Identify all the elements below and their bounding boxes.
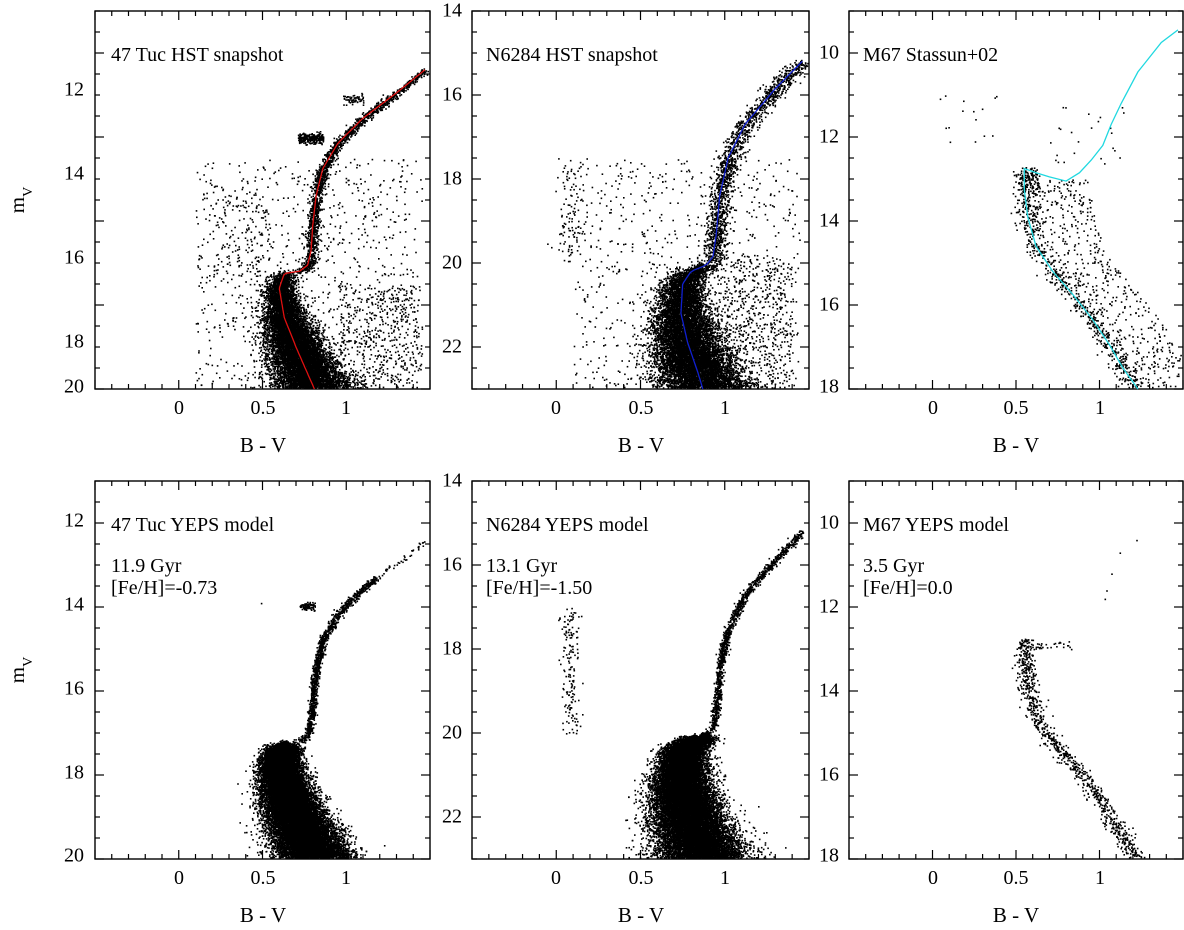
star-point — [260, 337, 262, 339]
star-point — [264, 352, 266, 354]
star-point — [308, 313, 310, 315]
star-point — [300, 297, 302, 299]
star-point — [288, 270, 290, 272]
star-point — [251, 302, 253, 304]
star-point — [298, 290, 300, 292]
star-point — [355, 387, 357, 389]
star-point — [259, 360, 261, 362]
star-point — [311, 306, 313, 308]
star-point — [353, 364, 355, 366]
star-point — [300, 310, 302, 312]
star-point — [310, 325, 312, 327]
star-point — [272, 386, 274, 388]
star-point — [259, 343, 261, 345]
star-point — [319, 324, 321, 326]
star-point — [300, 296, 302, 298]
star-point — [258, 353, 260, 355]
star-point — [303, 305, 305, 307]
panel-47tuc-hst: 12 14 16 18 20 0 0.5 1 B - V mV 47 Tuc H… — [5, 11, 430, 457]
star-point — [254, 372, 256, 374]
star-point — [265, 279, 267, 281]
star-point — [267, 344, 269, 346]
star-point — [278, 374, 280, 376]
star-point — [252, 374, 254, 376]
star-point — [298, 281, 300, 283]
star-point — [258, 305, 260, 307]
star-point — [262, 284, 264, 286]
star-point — [292, 274, 294, 276]
star-point — [298, 293, 300, 295]
